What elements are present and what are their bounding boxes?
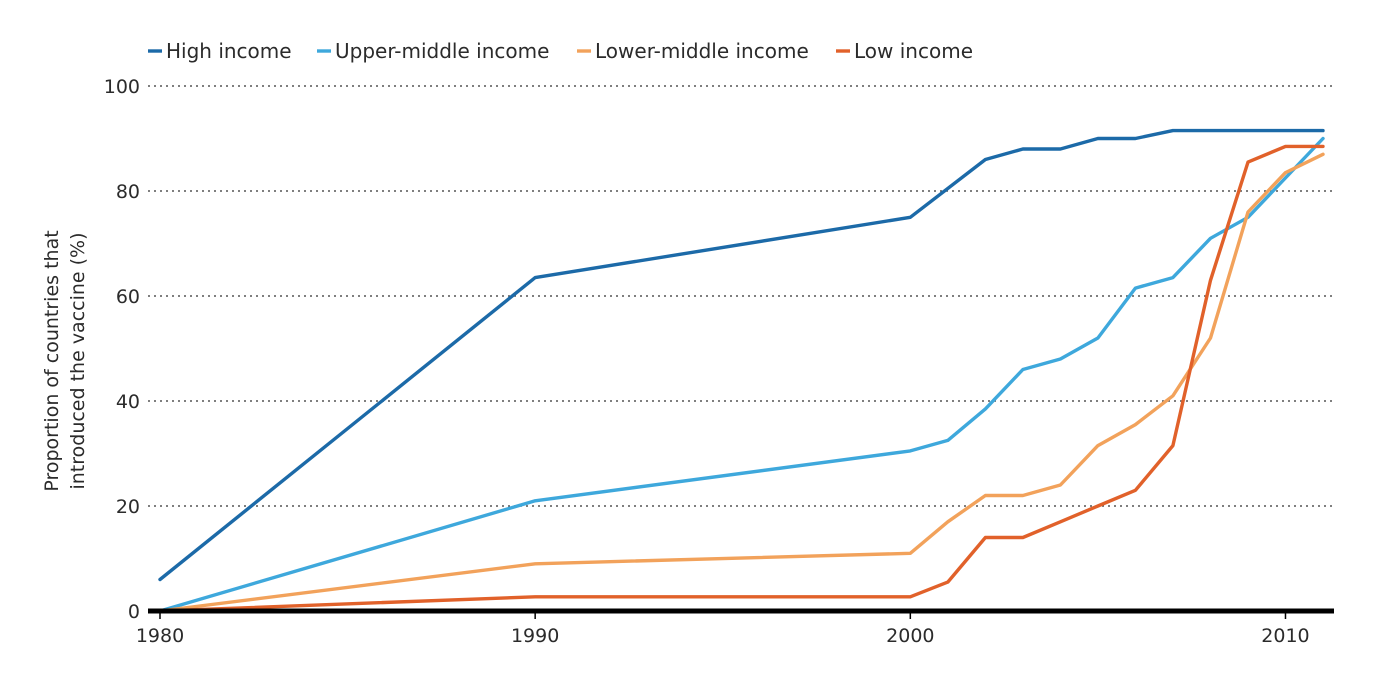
x-tick-label: 1980 — [136, 625, 184, 647]
x-tick-label: 2010 — [1261, 625, 1309, 647]
y-tick-label: 60 — [116, 286, 140, 308]
legend-label: High income — [166, 39, 292, 63]
y-tick-label: 100 — [104, 76, 140, 98]
legend-item: High income — [148, 39, 292, 63]
legend-item: Lower-middle income — [577, 39, 809, 63]
y-axis-title-line-2: introduced the vaccine (%) — [67, 232, 89, 489]
legend-label: Low income — [854, 39, 973, 63]
y-axis-title-line-1: Proportion of countries that — [41, 230, 63, 491]
axes: 0 20 40 60 80 100 1980 1990 2000 2010 — [104, 76, 1334, 647]
x-tick-label: 2000 — [886, 625, 934, 647]
y-tick-label: 20 — [116, 496, 140, 518]
series-line-high-income — [158, 128, 1325, 582]
series-lines — [158, 128, 1325, 613]
y-tick-label: 80 — [116, 181, 140, 203]
x-tick-label: 1990 — [511, 625, 559, 647]
gridlines — [148, 85, 1334, 507]
legend-item: Upper-middle income — [317, 39, 549, 63]
series-line-lower-middle-income — [158, 152, 1325, 613]
series-line-upper-middle-income — [158, 136, 1325, 613]
y-tick-label: 0 — [128, 601, 140, 623]
legend: High income Upper-middle income Lower-midd… — [148, 39, 973, 63]
legend-label: Lower-middle income — [595, 39, 809, 63]
y-tick-label: 40 — [116, 391, 140, 413]
legend-item: Low income — [836, 39, 973, 63]
series-line-low-income — [158, 144, 1325, 613]
legend-label: Upper-middle income — [335, 39, 549, 63]
